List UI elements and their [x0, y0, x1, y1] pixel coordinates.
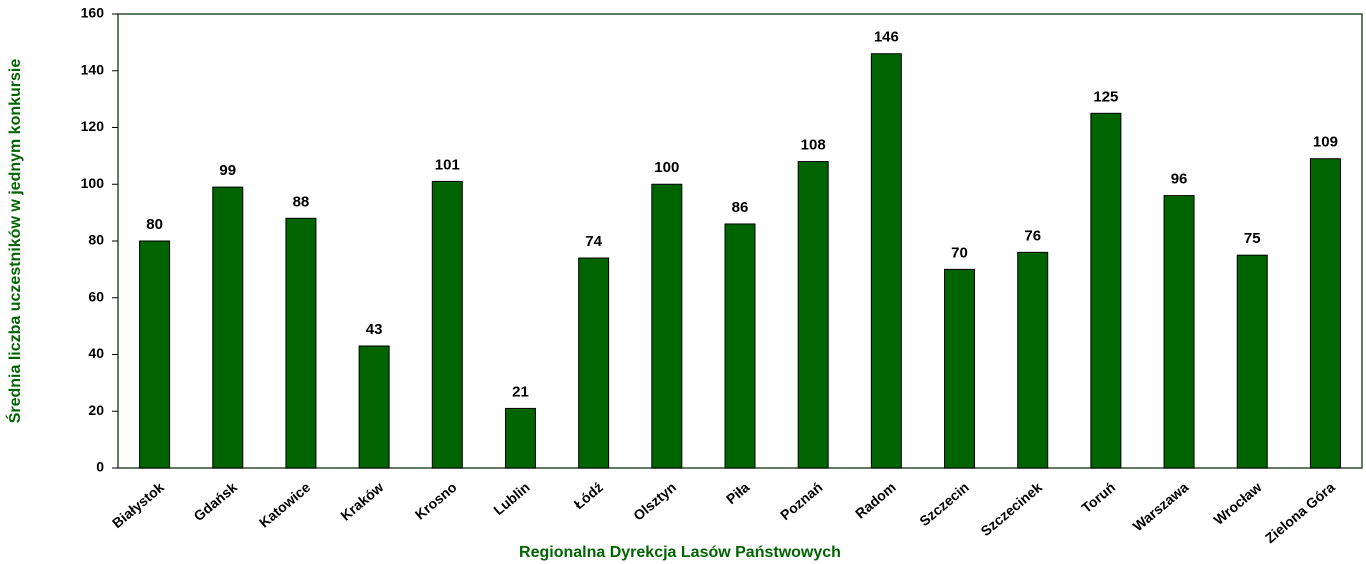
y-tick-label: 140	[81, 61, 105, 77]
y-tick-label: 100	[81, 175, 105, 191]
bar	[870, 53, 902, 469]
y-tick-label: 20	[88, 402, 104, 418]
x-tick-label: Radom	[852, 479, 899, 522]
bar	[1017, 251, 1049, 469]
bar	[1236, 254, 1268, 469]
x-tick-label: Zielona Góra	[1262, 479, 1338, 546]
x-tick-label: Łódź	[571, 479, 606, 512]
x-axis-title: Regionalna Dyrekcja Lasów Państwowych	[519, 544, 841, 561]
x-tick-label: Poznań	[777, 479, 825, 523]
value-label: 88	[293, 193, 310, 210]
bar	[578, 257, 610, 469]
value-label: 99	[219, 162, 236, 179]
x-tick-label: Warszawa	[1130, 479, 1192, 535]
x-tick-label: Kraków	[337, 479, 386, 524]
x-tick-label: Lublin	[490, 479, 532, 518]
value-label: 76	[1024, 227, 1041, 244]
value-label: 109	[1313, 134, 1338, 151]
y-axis-title: Średnia liczba uczestników w jednym konk…	[5, 59, 24, 424]
value-label: 101	[435, 156, 460, 173]
x-tick-label: Wrocław	[1210, 479, 1264, 528]
value-label: 96	[1171, 171, 1188, 188]
bar	[431, 180, 463, 469]
value-label: 74	[585, 233, 602, 250]
y-tick-label: 60	[88, 288, 104, 304]
bar	[504, 407, 536, 469]
value-label: 43	[366, 321, 383, 338]
value-label: 100	[654, 159, 679, 176]
y-tick-label: 120	[81, 118, 105, 134]
bar	[944, 268, 976, 469]
bar	[285, 217, 317, 469]
x-tick-label: Gdańsk	[190, 479, 240, 524]
bar	[797, 161, 829, 469]
value-label: 80	[146, 216, 163, 233]
bar	[212, 186, 244, 469]
bar	[358, 345, 390, 469]
value-label: 75	[1244, 230, 1261, 247]
y-tick-label: 0	[96, 459, 104, 475]
x-tick-label: Katowice	[256, 479, 314, 531]
bar	[139, 240, 171, 469]
value-label: 86	[732, 199, 749, 216]
bar	[651, 183, 683, 469]
x-tick-label: Szczecinek	[977, 479, 1045, 539]
x-tick-label: Krosno	[412, 479, 460, 523]
x-tick-label: Białystok	[109, 479, 167, 531]
x-tick-label: Olsztyn	[630, 479, 679, 524]
x-tick-label: Szczecin	[916, 479, 972, 529]
y-tick-label: 80	[88, 232, 104, 248]
bar	[1163, 195, 1195, 469]
value-label: 146	[874, 29, 899, 46]
y-tick-label: 160	[81, 5, 105, 21]
bar	[1090, 112, 1122, 469]
value-label: 125	[1093, 88, 1118, 105]
value-label: 108	[801, 137, 826, 154]
value-label: 70	[951, 244, 968, 261]
x-tick-label: Piła	[723, 479, 753, 507]
bar	[724, 223, 756, 469]
value-label: 21	[512, 383, 529, 400]
x-tick-label: Toruń	[1078, 479, 1118, 516]
y-tick-label: 40	[88, 345, 104, 361]
bar	[1309, 158, 1341, 469]
